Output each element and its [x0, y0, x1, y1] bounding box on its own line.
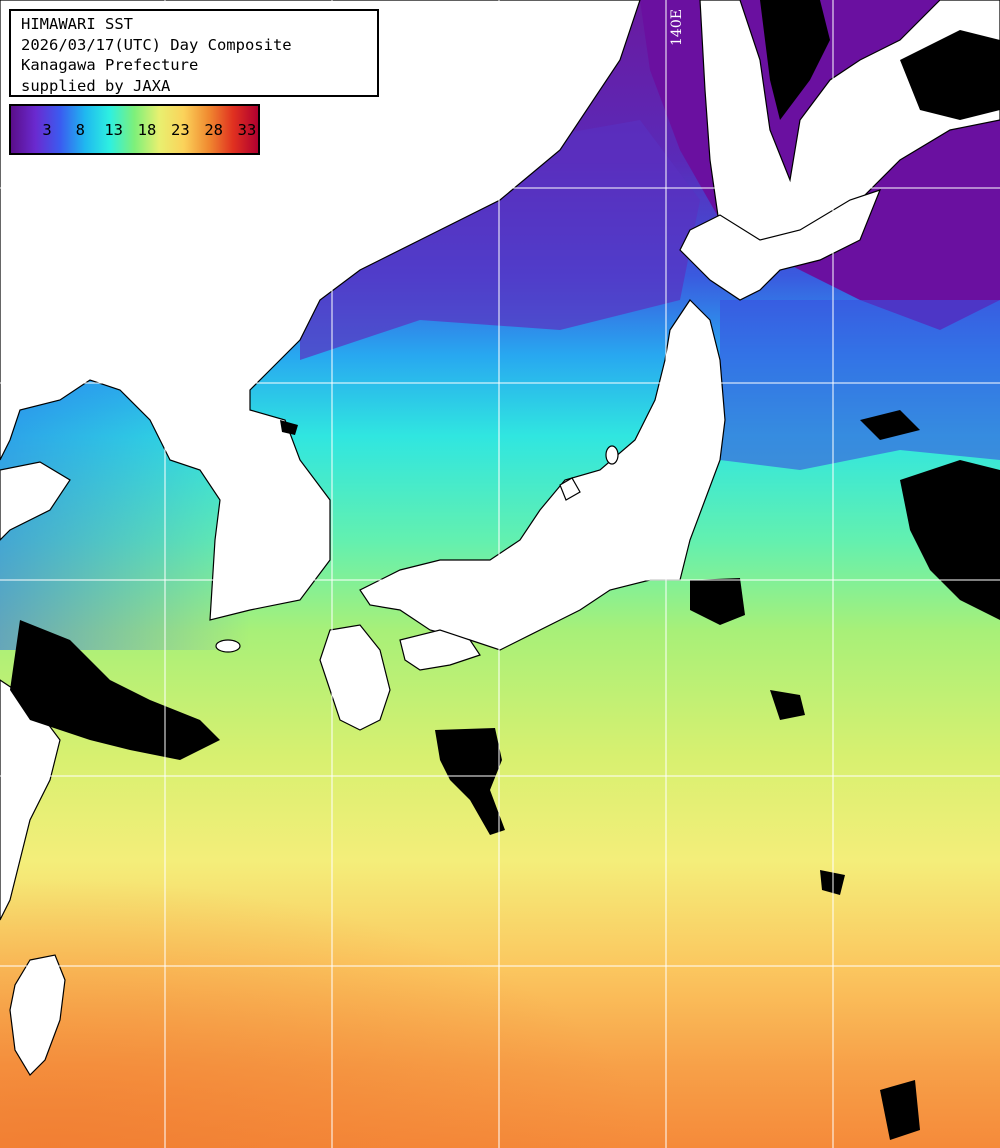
info-box: HIMAWARI SST 2026/03/17(UTC) Day Composi… [9, 9, 379, 97]
cloud-south-of-honshu [690, 578, 745, 625]
cloud-pacific-mid [770, 690, 805, 720]
jeju-island [215, 639, 241, 653]
hokkaido [679, 189, 882, 301]
legend-tick-label: 8 [75, 121, 85, 139]
clouds [10, 0, 1000, 1140]
legend-tick-label: 3 [42, 121, 52, 139]
taiwan [9, 954, 66, 1076]
legend-tick-label: 28 [204, 121, 223, 139]
info-location: Kanagawa Prefecture [21, 56, 199, 74]
asia-mainland [0, 0, 641, 621]
legend-tick-label: 18 [137, 121, 157, 139]
cloud-far-southeast [880, 1080, 920, 1140]
legend-tick-label: 13 [104, 121, 123, 139]
cloud-east-of-hokkaido [860, 410, 920, 440]
cloud-yellow-sea [280, 420, 298, 435]
noto-peninsula [559, 477, 581, 501]
sst-field-southwest-warm [0, 700, 1000, 1148]
china-coast [0, 461, 71, 541]
east-of-japan-cold [720, 300, 1000, 470]
cloud-okhotsk-east [900, 30, 1000, 120]
legend-tick-label: 23 [170, 121, 190, 139]
grid-label-lat: 40N [12, 352, 43, 368]
shikoku [399, 629, 481, 671]
info-date: 2026/03/17(UTC) Day Composite [21, 35, 292, 54]
land [0, 0, 1000, 1076]
legend-ticks: 3 8 13 18 23 28 33 [11, 106, 258, 153]
sado-island [605, 445, 619, 465]
grid-label-lon: 140E [669, 9, 685, 46]
info-title: HIMAWARI SST [21, 15, 133, 33]
cloud-east-china-sea [10, 620, 220, 760]
cloud-okhotsk [760, 0, 830, 120]
honshu [359, 299, 726, 651]
cloud-south-of-kyushu [435, 728, 505, 835]
legend-tick-label: 33 [237, 121, 257, 139]
info-source: supplied by JAXA [21, 76, 171, 95]
kyushu [319, 624, 391, 731]
color-legend: 3 8 13 18 23 28 33 [9, 104, 260, 155]
